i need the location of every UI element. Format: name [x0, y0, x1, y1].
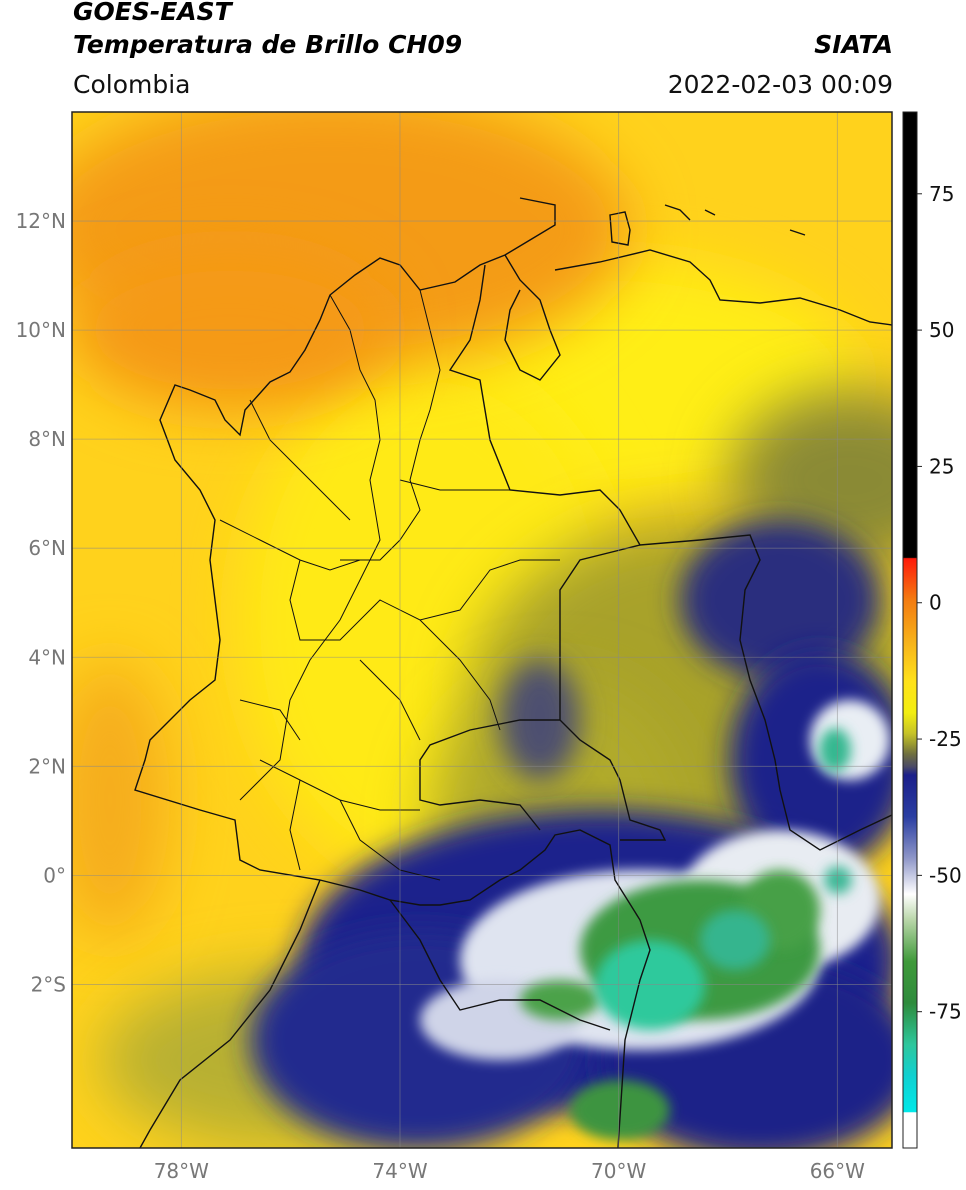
- colorbar-tick-label: 25: [929, 454, 954, 478]
- lat-tick-label: 2°N: [28, 754, 66, 778]
- lat-tick-label: 0°: [43, 863, 66, 887]
- brightness-temperature-field: [72, 112, 892, 1148]
- south-border: [419, 544, 667, 841]
- product-title: GOES-EAST: [73, 0, 232, 26]
- lon-tick-label: 70°W: [591, 1159, 646, 1183]
- ecuador-peru-border: [139, 879, 611, 1148]
- lon-tick-label: 74°W: [372, 1159, 427, 1183]
- colorbar-tick-label: 50: [929, 318, 954, 342]
- colorbar-tick-label: 75: [929, 182, 954, 206]
- colorbar-tick-label: 0: [929, 591, 942, 615]
- lat-tick-label: 8°N: [28, 427, 66, 451]
- region-label: Colombia: [73, 70, 191, 99]
- gridlines: [72, 112, 892, 1148]
- timestamp: 2022-02-03 00:09: [667, 70, 893, 99]
- lon-tick-label: 78°W: [154, 1159, 209, 1183]
- colorbar-tick-label: -25: [929, 727, 962, 751]
- colorbar-ramp: [903, 112, 917, 1148]
- colorbar-tick-label: -75: [929, 1000, 962, 1024]
- lon-tick-label: 66°W: [810, 1159, 865, 1183]
- colombia-border: [134, 197, 651, 1148]
- lat-tick-label: 4°N: [28, 645, 66, 669]
- latitude-labels: 12°N 10°N 8°N 6°N 4°N 2°N 0° 2°S: [16, 209, 66, 996]
- lat-tick-label: 12°N: [16, 209, 66, 233]
- channel-title: Temperatura de Brillo CH09: [73, 30, 463, 59]
- venezuela-border: [448, 254, 892, 851]
- lat-tick-label: 6°N: [28, 536, 66, 560]
- lat-tick-label: 2°S: [31, 972, 66, 996]
- colorbar-ticks: 75 50 25 0 -25 -50 -75: [917, 182, 962, 1024]
- longitude-labels: 78°W 74°W 70°W 66°W: [154, 1159, 865, 1183]
- colorbar-tick-label: -50: [929, 863, 962, 887]
- brand-label: SIATA: [814, 30, 893, 59]
- lat-tick-label: 10°N: [16, 318, 66, 342]
- map-frame: [71, 111, 893, 1149]
- colorbar-frame: [902, 111, 918, 1149]
